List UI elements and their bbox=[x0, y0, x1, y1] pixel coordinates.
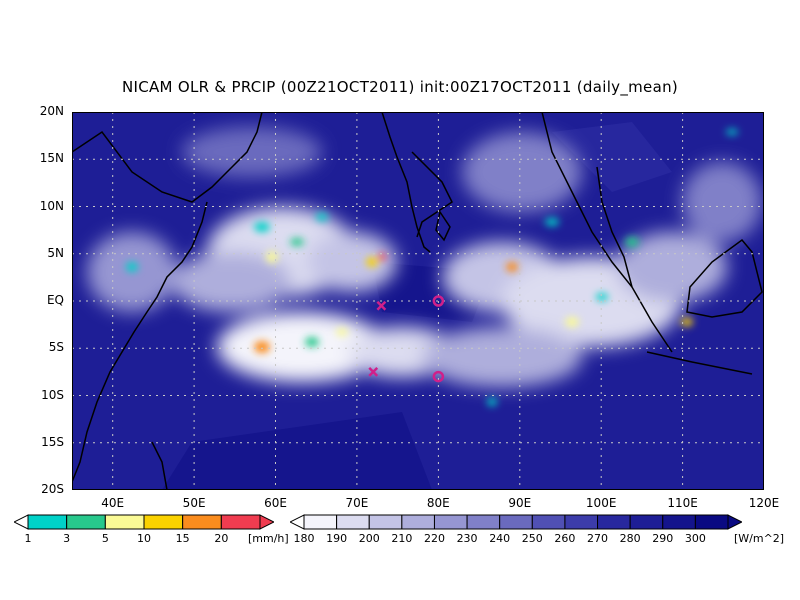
colorbar-segment bbox=[368, 514, 403, 530]
colorbar-tick-label: 15 bbox=[175, 532, 190, 545]
colorbar-tick-label: 10 bbox=[137, 532, 151, 545]
colorbar-segment bbox=[220, 514, 261, 530]
colorbar-tick-label: 290 bbox=[652, 532, 674, 545]
lat-tick-label: 20S bbox=[41, 482, 64, 496]
lat-tick-label: 10S bbox=[41, 387, 64, 402]
colorbar-tick-label: 180 bbox=[293, 532, 315, 545]
colorbar-tick-label: 200 bbox=[358, 532, 380, 545]
colorbar-tick-label: 1 bbox=[24, 532, 32, 545]
colorbar-segment bbox=[182, 514, 222, 530]
lon-tick-label: 60E bbox=[264, 496, 287, 510]
colorbar-overflow-triangle bbox=[727, 514, 742, 530]
x-marker bbox=[376, 300, 387, 311]
lon-tick-label: 80E bbox=[426, 496, 450, 510]
colorbar-underflow-triangle bbox=[14, 514, 29, 530]
colorbar-segment bbox=[104, 514, 145, 530]
lat-tick-label: 15S bbox=[41, 434, 64, 449]
lon-tick-label: 50E bbox=[182, 496, 206, 510]
olr-unit: [W/m^2] bbox=[734, 532, 785, 545]
lat-tick-label: 10N bbox=[39, 198, 64, 213]
map-title: NICAM OLR & PRCIP (00Z21OCT2011) init:00… bbox=[121, 78, 679, 96]
olr-precip-map bbox=[72, 112, 764, 490]
colorbar-segment bbox=[433, 514, 468, 530]
precip-cells bbox=[126, 129, 738, 406]
lon-tick-label: 110E bbox=[667, 496, 698, 510]
lon-tick-label: 40E bbox=[101, 496, 125, 510]
map-frame bbox=[72, 112, 764, 490]
colorbar-segment bbox=[303, 514, 338, 530]
colorbar-tick-label: 230 bbox=[456, 532, 478, 545]
colorbar-overflow-triangle bbox=[259, 514, 274, 530]
precip-colorbar bbox=[14, 514, 274, 530]
colorbar-tick-label: 280 bbox=[619, 532, 641, 545]
lon-tick-label: 100E bbox=[585, 496, 617, 510]
colorbar-segment bbox=[27, 514, 68, 530]
colorbar-tick-label: 210 bbox=[391, 532, 413, 545]
colorbar-tick-label: 270 bbox=[587, 532, 609, 545]
graticule bbox=[72, 112, 764, 490]
colorbar-segment bbox=[597, 514, 631, 530]
colorbar-tick-label: 300 bbox=[684, 532, 706, 545]
lon-tick-label: 90E bbox=[508, 496, 532, 510]
colorbar-segment bbox=[531, 514, 566, 530]
colorbar-segment bbox=[564, 514, 599, 530]
colorbar-segment bbox=[662, 514, 696, 530]
x-marker bbox=[368, 366, 379, 377]
colorbar-tick-label: 220 bbox=[423, 532, 445, 545]
colorbar-tick-label: 260 bbox=[554, 532, 576, 545]
olr-colorbar bbox=[290, 514, 742, 530]
station-markers bbox=[368, 295, 445, 383]
circle-marker bbox=[432, 370, 445, 383]
lat-tick-label: 20N bbox=[39, 104, 64, 118]
lat-tick-label: 5S bbox=[48, 340, 64, 355]
colorbar-tick-label: 20 bbox=[214, 532, 229, 545]
colorbar-segment bbox=[466, 514, 501, 530]
lat-tick-label: 15N bbox=[39, 151, 64, 166]
colorbar-segment bbox=[694, 514, 729, 530]
coastlines bbox=[72, 112, 763, 490]
colorbar-segment bbox=[401, 514, 435, 530]
lat-tick-label: EQ bbox=[46, 293, 64, 307]
colorbar-segment bbox=[336, 514, 370, 530]
cloud-bands bbox=[87, 127, 762, 387]
colorbar-segment bbox=[66, 514, 106, 530]
circle-marker bbox=[432, 295, 445, 307]
lon-tick-label: 120E bbox=[748, 496, 780, 510]
colorbar-underflow-triangle bbox=[290, 514, 305, 530]
colorbar-tick-label: 250 bbox=[521, 532, 543, 545]
colorbar-tick-label: 240 bbox=[489, 532, 511, 545]
lon-tick-label: 70E bbox=[345, 496, 369, 510]
colorbar-segment bbox=[143, 514, 184, 530]
colorbar-tick-label: 3 bbox=[63, 532, 71, 545]
lat-tick-label: 5N bbox=[47, 245, 64, 260]
colorbar-tick-label: 5 bbox=[101, 532, 109, 545]
colorbar-segment bbox=[629, 514, 664, 530]
colorbar-segment bbox=[499, 514, 533, 530]
colorbar-tick-label: 190 bbox=[326, 532, 348, 545]
precip-unit: [mm/h] bbox=[248, 532, 289, 545]
